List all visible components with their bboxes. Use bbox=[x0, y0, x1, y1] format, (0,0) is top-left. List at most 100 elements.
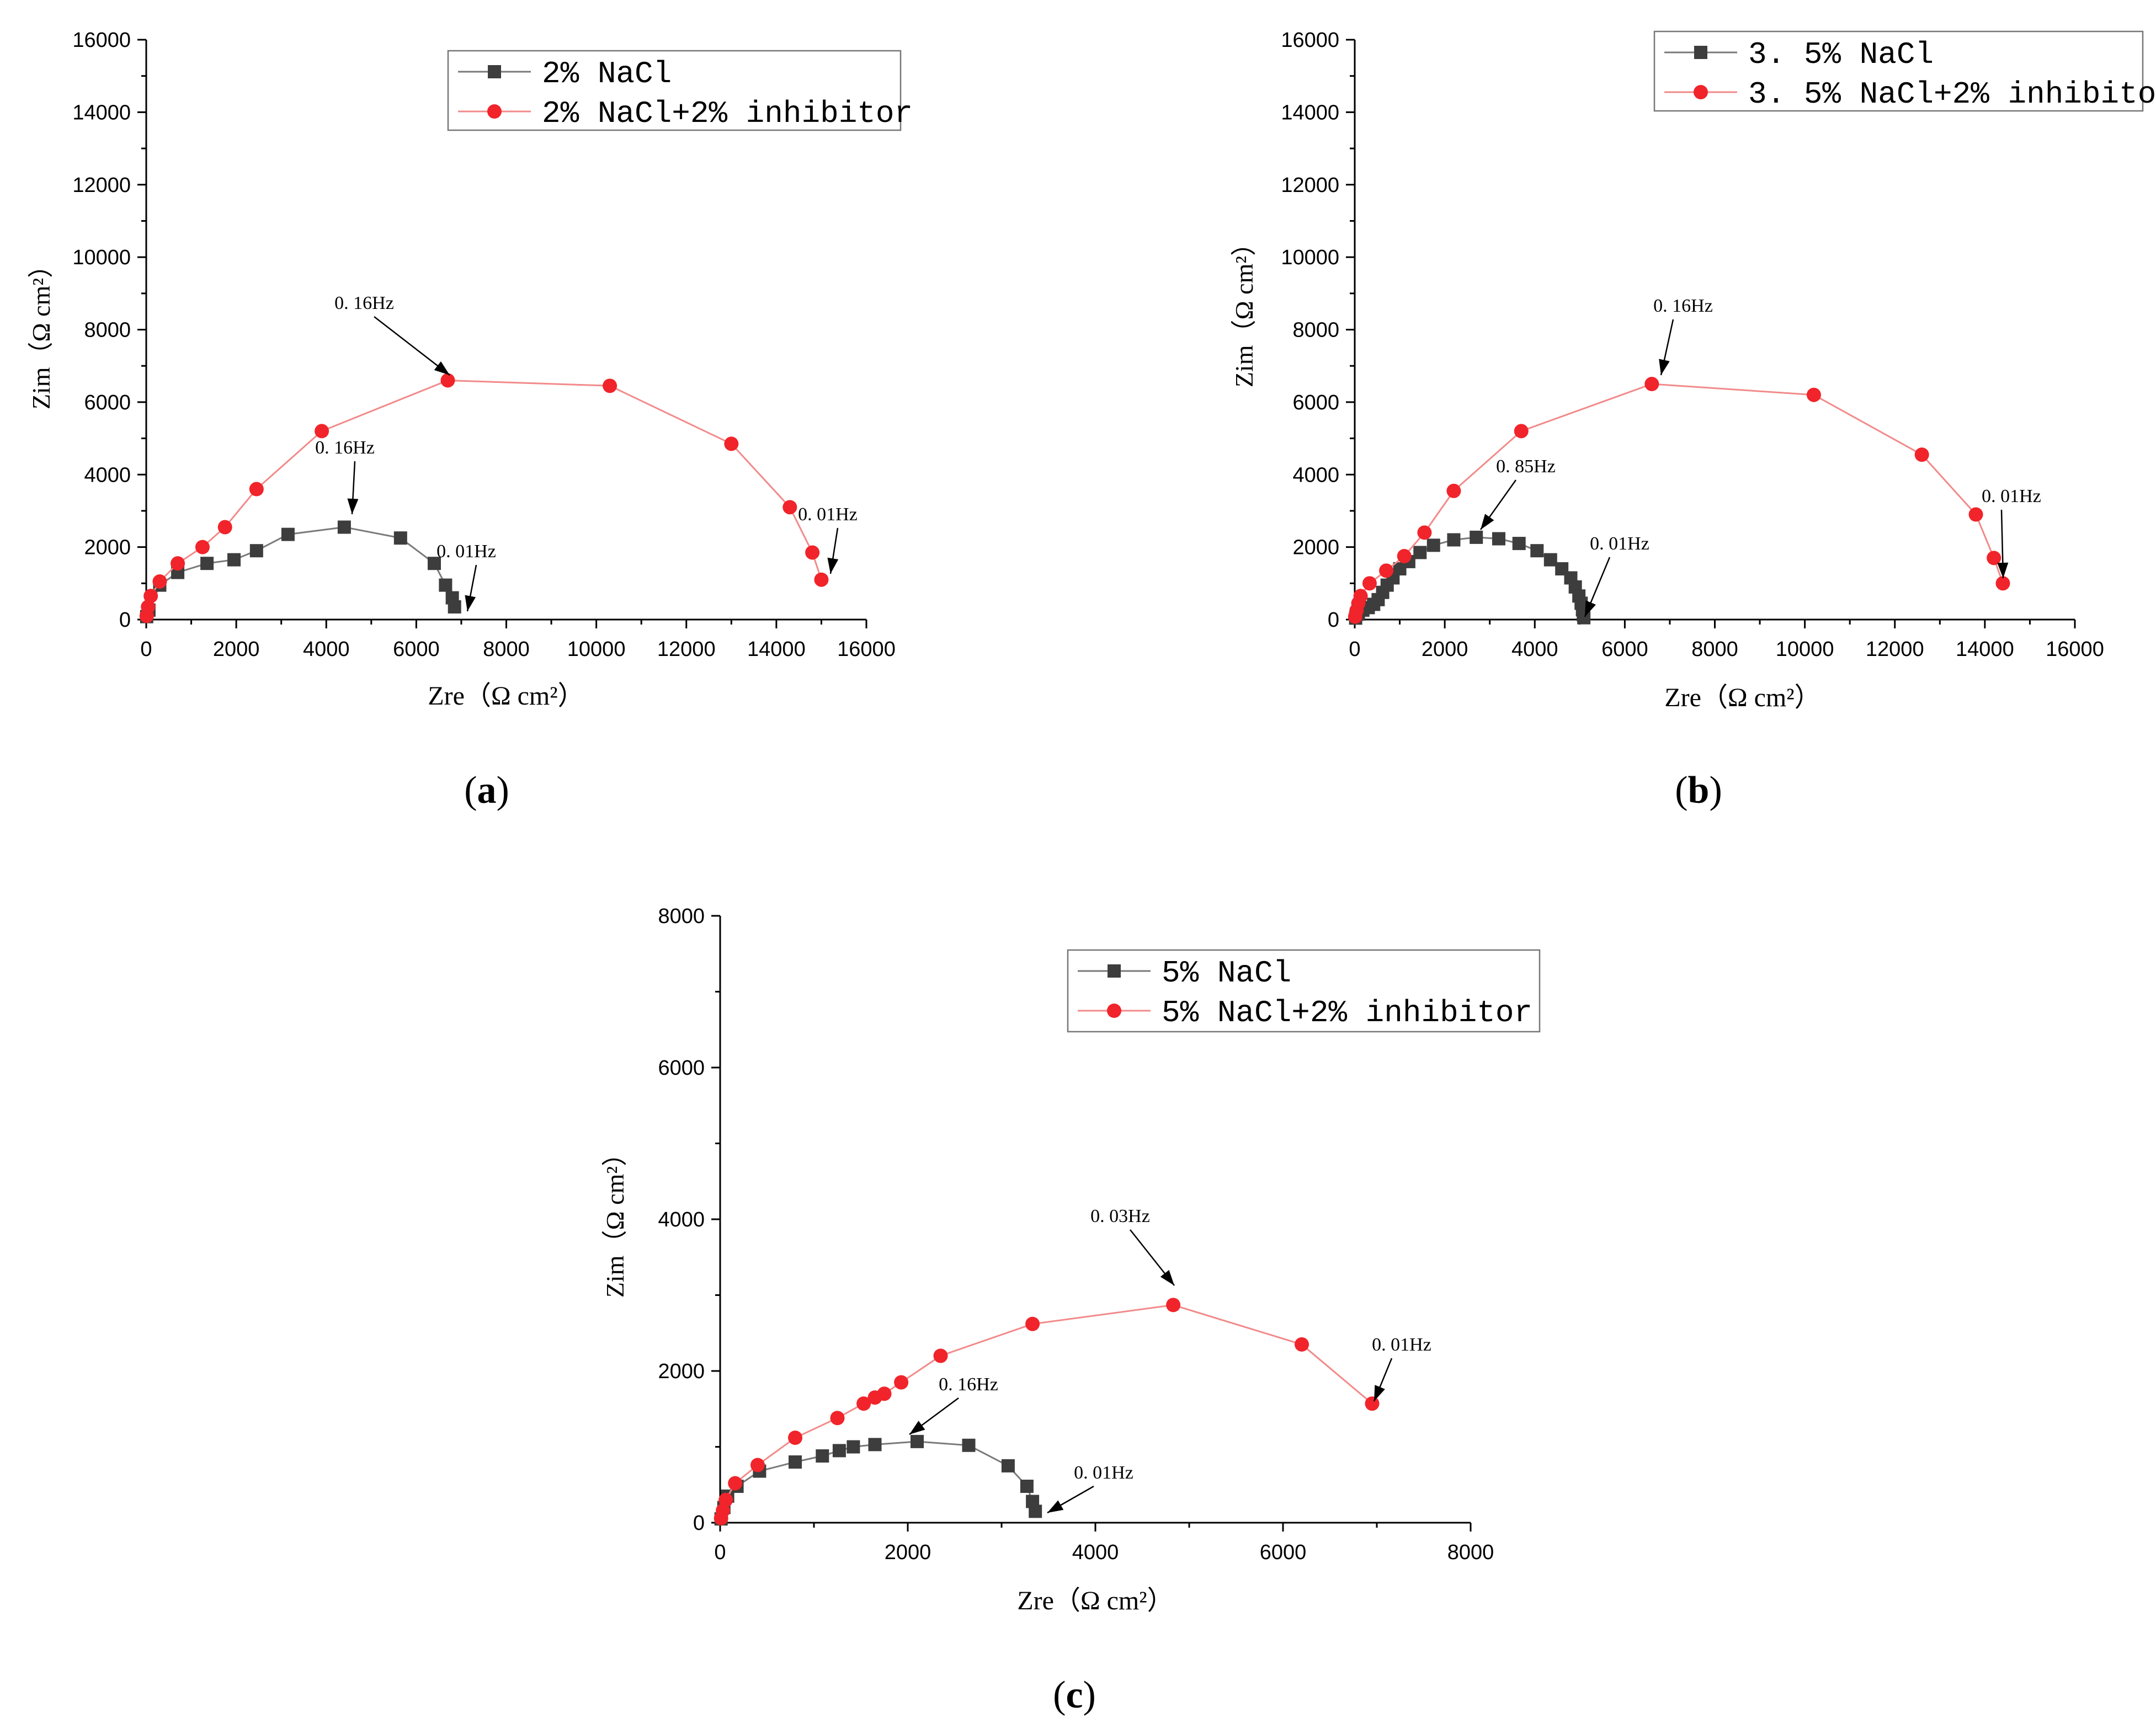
series-line-nacl bbox=[146, 526, 456, 617]
legend-entry: 2% NaCl bbox=[542, 56, 672, 92]
legend-marker-circle bbox=[487, 104, 502, 119]
data-point-inhibitor bbox=[724, 436, 739, 451]
data-point-nacl bbox=[832, 1444, 846, 1458]
frequency-annotation: 0. 16Hz bbox=[315, 437, 375, 458]
data-point-inhibitor bbox=[152, 574, 167, 589]
data-point-nacl bbox=[428, 557, 441, 570]
data-point-inhibitor bbox=[933, 1348, 948, 1363]
data-point-inhibitor bbox=[1417, 525, 1432, 540]
annotation-arrow-line bbox=[374, 316, 450, 376]
data-point-inhibitor bbox=[1397, 549, 1412, 564]
data-point-nacl bbox=[337, 520, 351, 534]
data-point-inhibitor bbox=[1365, 1396, 1380, 1411]
data-point-inhibitor bbox=[141, 600, 156, 615]
y-tick-label: 12000 bbox=[72, 174, 131, 197]
frequency-annotation: 0. 16Hz bbox=[1653, 296, 1713, 316]
x-axis-label: Zre（Ω cm²） bbox=[1664, 683, 1820, 712]
data-point-nacl bbox=[281, 527, 295, 541]
annotation-arrow-head bbox=[465, 595, 476, 611]
x-tick-label: 6000 bbox=[1601, 638, 1648, 661]
legend-box bbox=[1067, 949, 1541, 1033]
y-tick-label: 0 bbox=[1328, 609, 1339, 632]
annotation-arrow-head bbox=[347, 498, 359, 514]
y-tick-label: 14000 bbox=[1281, 101, 1339, 124]
x-tick-label: 2000 bbox=[1422, 638, 1468, 661]
y-tick-label: 14000 bbox=[72, 101, 131, 124]
legend-entry: 2% NaCl+2% inhibitor bbox=[542, 96, 913, 131]
legend-marker-square bbox=[488, 65, 501, 78]
y-tick-label: 6000 bbox=[658, 1057, 705, 1080]
annotation-arrow-head bbox=[1160, 1269, 1174, 1285]
data-point-nacl bbox=[847, 1440, 860, 1454]
data-point-inhibitor bbox=[603, 378, 617, 393]
frequency-annotation: 0. 85Hz bbox=[1496, 456, 1556, 477]
frequency-annotation: 0. 16Hz bbox=[939, 1374, 998, 1395]
annotation-arrow-head bbox=[1659, 359, 1670, 375]
x-tick-label: 4000 bbox=[303, 638, 350, 661]
x-axis-label: Zre（Ω cm²） bbox=[428, 681, 584, 711]
frequency-annotation: 0. 03Hz bbox=[1090, 1206, 1150, 1226]
panel-label: (b) bbox=[1675, 769, 1722, 812]
y-tick-label: 4000 bbox=[1292, 463, 1339, 487]
frequency-annotation: 0. 01Hz bbox=[1074, 1463, 1133, 1483]
data-point-inhibitor bbox=[877, 1386, 892, 1401]
data-point-nacl bbox=[911, 1434, 924, 1448]
series-line-inhibitor bbox=[1354, 383, 2004, 617]
y-tick-label: 4000 bbox=[658, 1208, 705, 1231]
data-point-inhibitor bbox=[143, 589, 158, 604]
x-tick-label: 8000 bbox=[1447, 1541, 1494, 1564]
y-tick-label: 8000 bbox=[84, 319, 131, 342]
annotation-arrow-head bbox=[1481, 514, 1494, 530]
data-point-inhibitor bbox=[1806, 387, 1821, 402]
annotation-arrow-head bbox=[1047, 1500, 1064, 1513]
data-point-nacl bbox=[249, 544, 263, 558]
x-axis-label: Zre（Ω cm²） bbox=[1017, 1586, 1173, 1615]
y-tick-label: 16000 bbox=[72, 29, 131, 52]
y-tick-label: 0 bbox=[119, 609, 131, 632]
data-point-inhibitor bbox=[782, 500, 797, 515]
data-point-inhibitor bbox=[1025, 1316, 1040, 1331]
data-point-inhibitor bbox=[1644, 377, 1659, 392]
chart-panel-c: 0 2000 4000 6000 8000 0 2000 4000 6000 8000 Zre（Ω … bbox=[601, 905, 1541, 1716]
series-line-inhibitor bbox=[720, 1304, 1373, 1519]
data-point-inhibitor bbox=[171, 556, 185, 571]
y-tick-label: 10000 bbox=[1281, 246, 1339, 269]
data-point-inhibitor bbox=[1446, 483, 1461, 498]
data-point-nacl bbox=[1577, 611, 1591, 625]
data-point-inhibitor bbox=[1995, 576, 2010, 591]
data-point-nacl bbox=[962, 1438, 976, 1452]
data-point-nacl bbox=[200, 557, 214, 570]
legend-entry: 3. 5% NaCl bbox=[1748, 37, 1934, 72]
data-point-nacl bbox=[439, 578, 453, 592]
data-point-nacl bbox=[1492, 532, 1505, 546]
frequency-annotation: 0. 01Hz bbox=[436, 541, 496, 562]
data-point-inhibitor bbox=[1514, 424, 1529, 439]
data-point-nacl bbox=[1029, 1504, 1042, 1518]
data-point-inhibitor bbox=[728, 1476, 743, 1491]
data-point-nacl bbox=[227, 553, 241, 567]
frequency-annotation: 0. 01Hz bbox=[1982, 486, 2041, 506]
data-point-nacl bbox=[1001, 1459, 1015, 1472]
x-tick-label: 8000 bbox=[1691, 638, 1738, 661]
frequency-annotation: 0. 16Hz bbox=[334, 293, 394, 313]
y-tick-label: 6000 bbox=[1292, 391, 1339, 414]
series-line-nacl bbox=[720, 1440, 1036, 1519]
series-line-inhibitor bbox=[146, 379, 822, 616]
y-tick-label: 2000 bbox=[1292, 536, 1339, 559]
y-axis-label: Zim（Ω cm²） bbox=[27, 253, 55, 409]
data-point-inhibitor bbox=[1379, 563, 1394, 578]
y-tick-label: 2000 bbox=[84, 536, 131, 559]
y-tick-label: 8000 bbox=[1292, 319, 1339, 342]
annotation-arrow-head bbox=[434, 361, 450, 375]
annotation-arrow-head bbox=[1585, 600, 1596, 617]
chart-panel-a: 0 2000 4000 6000 8000 10000 12000 14000 16000 0 20… bbox=[27, 29, 913, 812]
y-tick-label: 8000 bbox=[658, 905, 705, 928]
data-point-nacl bbox=[816, 1449, 829, 1463]
data-point-inhibitor bbox=[440, 373, 455, 388]
y-tick-label: 10000 bbox=[72, 246, 131, 269]
data-point-nacl bbox=[1512, 537, 1526, 551]
x-tick-label: 0 bbox=[140, 638, 152, 661]
x-tick-label: 2000 bbox=[885, 1541, 931, 1564]
legend-box bbox=[447, 50, 902, 131]
